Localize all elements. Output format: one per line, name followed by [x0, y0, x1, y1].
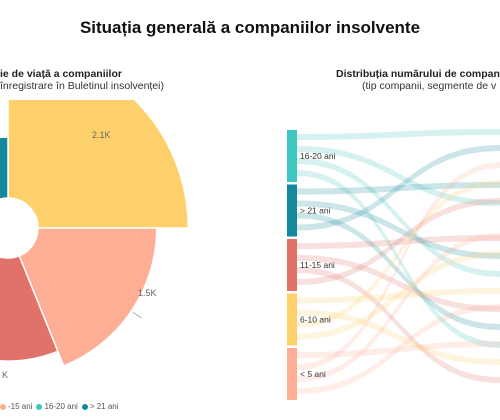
- donut-slice-3[interactable]: [0, 136, 9, 200]
- sankey-link[interactable]: [297, 233, 500, 382]
- sankey-link[interactable]: [297, 304, 500, 394]
- sankey-link[interactable]: [297, 309, 500, 366]
- donut-chart-title: ie de viață a companiilor: [0, 68, 122, 80]
- sankey-node-4[interactable]: [287, 348, 297, 400]
- page-title: Situația generală a companiilor insolven…: [79, 18, 421, 37]
- legend-item-1[interactable]: 16-20 ani: [36, 402, 78, 411]
- sankey-node-label-4: < 5 ani: [300, 369, 326, 379]
- sankey-chart: 16-20 ani > 21 ani 11-15 ani 6-10 ani < 5 an…: [287, 129, 500, 400]
- sankey-node-3[interactable]: [287, 293, 297, 346]
- legend-label-0: -15 ani: [8, 402, 33, 411]
- sankey-link[interactable]: [297, 235, 500, 249]
- donut-slice-2[interactable]: [0, 250, 59, 362]
- sankey-link[interactable]: [297, 182, 500, 195]
- sankey-chart-caption: (tip companii, segmente de v: [362, 80, 497, 92]
- sankey-link[interactable]: [297, 170, 500, 348]
- donut-chart-caption: înregistrare în Buletinul insolvenței): [0, 80, 165, 92]
- sankey-flows: [297, 129, 500, 394]
- sankey-link[interactable]: [297, 255, 500, 312]
- donut-slice-0[interactable]: [7, 100, 190, 229]
- donut-value-label-0: 2.1K: [92, 130, 111, 140]
- donut-value-label-1: 1.5K: [138, 288, 157, 298]
- sankey-link[interactable]: [297, 158, 500, 277]
- sankey-link[interactable]: [297, 251, 500, 340]
- sankey-link[interactable]: [297, 162, 500, 370]
- sankey-link[interactable]: [297, 267, 500, 383]
- legend-dot-1: [36, 403, 43, 410]
- sankey-chart-title: Distribuția numărului de compani: [336, 68, 500, 80]
- legend-label-1: 16-20 ani: [44, 402, 78, 411]
- legend-dot-0: [0, 403, 6, 410]
- sankey-link[interactable]: [297, 180, 500, 328]
- donut-chart: 2.1K 1.5K K: [0, 100, 190, 380]
- sankey-link[interactable]: [297, 200, 500, 260]
- legend-item-2[interactable]: > 21 ani: [81, 402, 119, 411]
- sankey-node-label-3: 6-10 ani: [300, 315, 331, 325]
- sankey-link[interactable]: [297, 212, 500, 331]
- sankey-link[interactable]: [297, 288, 500, 304]
- legend-item-0[interactable]: -15 ani: [0, 402, 32, 411]
- sankey-link[interactable]: [297, 129, 500, 140]
- donut-leader-line-1: [132, 311, 142, 319]
- sankey-node-label-1: > 21 ani: [300, 206, 331, 216]
- donut-legend: -15 ani 16-20 ani > 21 ani: [0, 402, 123, 412]
- donut-slice-1[interactable]: [18, 227, 158, 367]
- sankey-link[interactable]: [297, 145, 500, 231]
- sankey-node-2[interactable]: [287, 239, 297, 291]
- sankey-node-label-0: 16-20 ani: [300, 151, 336, 161]
- sankey-link[interactable]: [297, 198, 500, 285]
- legend-label-2: > 21 ani: [89, 402, 119, 411]
- legend-dot-2: [81, 403, 88, 410]
- sankey-node-label-2: 11-15 ani: [300, 260, 335, 270]
- sankey-node-0[interactable]: [287, 130, 297, 182]
- sankey-node-1[interactable]: [287, 184, 297, 237]
- donut-value-label-2: K: [2, 370, 8, 380]
- sankey-link[interactable]: [297, 341, 500, 358]
- sankey-link[interactable]: [297, 146, 500, 206]
